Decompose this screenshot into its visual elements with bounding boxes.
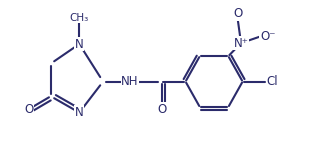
Text: O: O xyxy=(233,7,242,20)
Text: Cl: Cl xyxy=(266,75,278,88)
Text: CH₃: CH₃ xyxy=(70,13,89,23)
Text: NH: NH xyxy=(121,75,139,88)
Text: N: N xyxy=(75,106,84,119)
Text: O: O xyxy=(24,103,33,116)
Text: N⁺: N⁺ xyxy=(233,37,248,50)
Text: O: O xyxy=(157,103,166,116)
Text: O⁻: O⁻ xyxy=(260,30,275,43)
Text: N: N xyxy=(75,38,84,51)
